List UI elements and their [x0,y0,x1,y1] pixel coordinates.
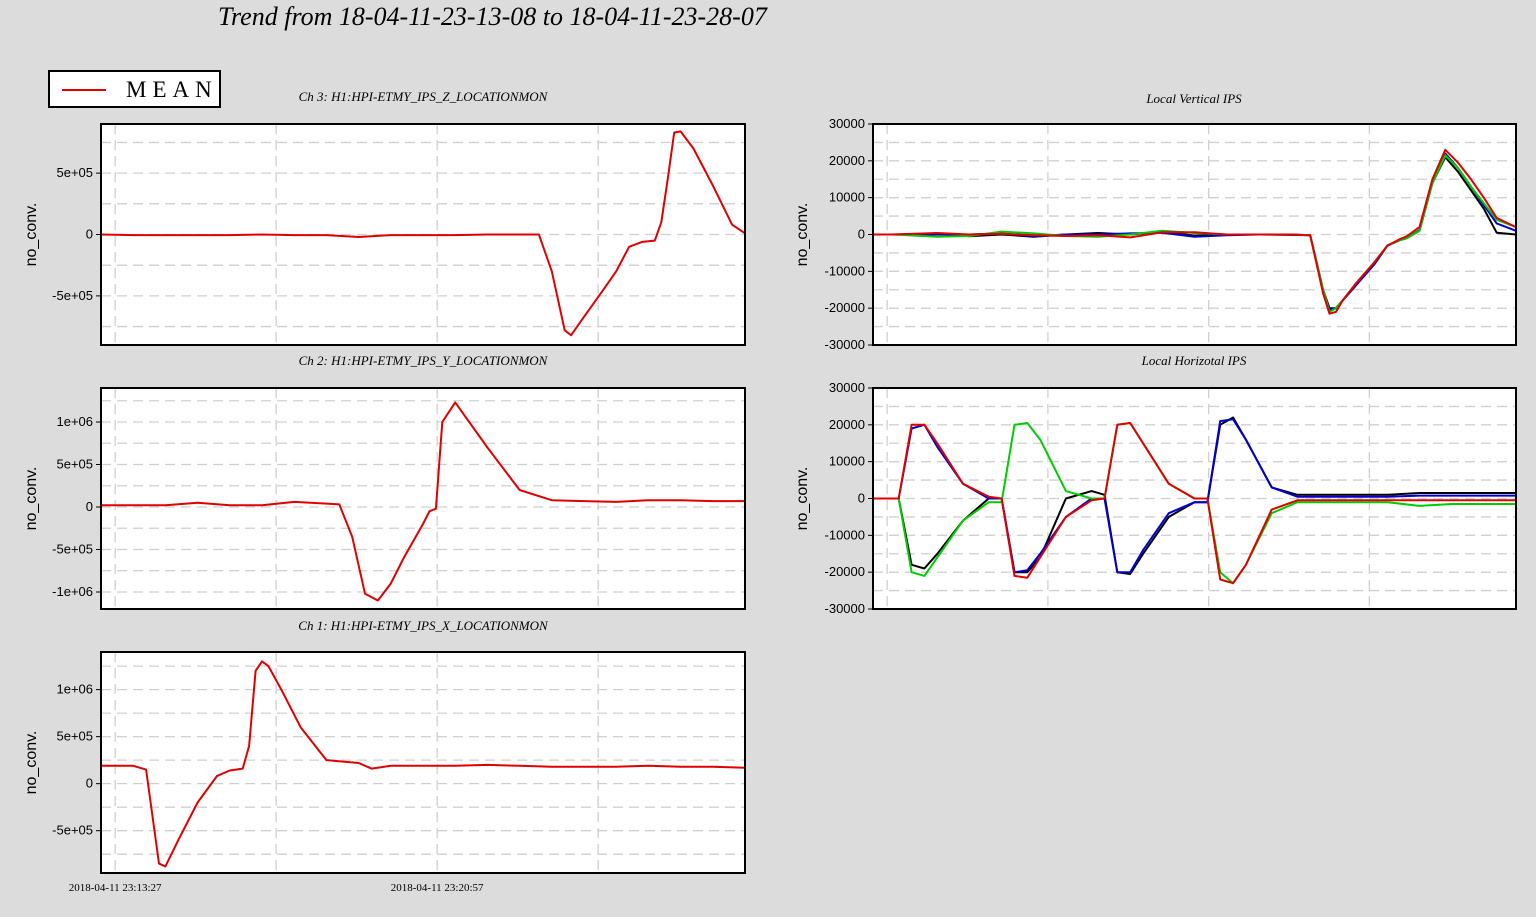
chart-title: Local Horizotal IPS [1141,353,1247,368]
plot-frame [100,651,746,874]
y-tick-label: -1e+06 [52,584,93,599]
series-line-3 [873,422,1516,585]
legend-label: MEAN [126,77,218,102]
series-line-0 [101,660,746,868]
chart-vertical: 30000 20000 10000 0 -10000 -20000 -30000 Local … [794,91,1517,352]
y-tick-label: 5e+05 [56,729,93,744]
y-tick-label: -30000 [825,601,865,616]
y-tick-label: 30000 [829,116,865,131]
y-tick-label: -20000 [825,300,865,315]
y-tick-label: -30000 [825,337,865,352]
series-line-0 [100,130,746,337]
chart-title: Local Vertical IPS [1145,91,1242,106]
plot-area [101,652,745,873]
y-tick-label: 1e+06 [56,414,93,429]
chart-ch1: 1e+06 5e+05 0 -5e+05 2018-04-11 23:13:27 2018… [23,618,746,894]
y-tick-label: 1e+06 [56,682,93,697]
y-axis-label: no_conv. [794,203,811,267]
legend-line-swatch [62,89,106,91]
plot-area [101,388,745,609]
y-tick-label: -5e+05 [52,823,93,838]
plot-frame [100,387,746,610]
y-tick-label: 10000 [829,454,865,469]
y-tick-label: 20000 [829,153,865,168]
y-axis-label: no_conv. [23,731,40,795]
page-title: Trend from 18-04-11-23-13-08 to 18-04-11… [218,2,767,31]
series-line-3 [873,148,1517,315]
y-tick-label: 5e+05 [56,165,93,180]
y-tick-label: 10000 [829,190,865,205]
y-axis-label: no_conv. [23,203,40,267]
y-tick-label: -10000 [825,263,865,278]
chart-ch2: 1e+06 5e+05 0 -5e+05 -1e+06 Ch 2: H1:HPI-ETMY… [23,353,746,610]
y-tick-label: 5e+05 [56,457,93,472]
chart-horizontal: 30000 20000 10000 0 -10000 -20000 -30000 Local … [794,353,1517,616]
y-tick-label: -5e+05 [52,288,93,303]
y-tick-label: -20000 [825,564,865,579]
y-tick-label: 30000 [829,380,865,395]
x-tick-label: 2018-04-11 23:13:27 [69,882,162,894]
x-tick-label: 2018-04-11 23:20:57 [391,882,484,894]
y-tick-label: 0 [86,227,93,242]
y-tick-label: 0 [858,491,865,506]
series-line-0 [101,401,745,602]
y-axis-label: no_conv. [794,467,811,531]
y-tick-label: 0 [858,227,865,242]
chart-ch3: 5e+05 0 -5e+05 Ch 3: H1:HPI-ETMY_IPS_Z_LOCA… [23,89,746,346]
y-tick-label: 0 [86,499,93,514]
y-tick-label: 20000 [829,417,865,432]
y-axis-label: no_conv. [23,467,40,531]
y-tick-label: -10000 [825,527,865,542]
y-tick-label: 0 [86,776,93,791]
chart-title: Ch 2: H1:HPI-ETMY_IPS_Y_LOCATIONMON [299,353,549,368]
legend: MEAN [48,70,221,108]
chart-title: Ch 1: H1:HPI-ETMY_IPS_X_LOCATIONMON [298,618,549,633]
chart-title: Ch 3: H1:HPI-ETMY_IPS_Z_LOCATIONMON [299,89,549,104]
y-tick-label: -5e+05 [52,542,93,557]
